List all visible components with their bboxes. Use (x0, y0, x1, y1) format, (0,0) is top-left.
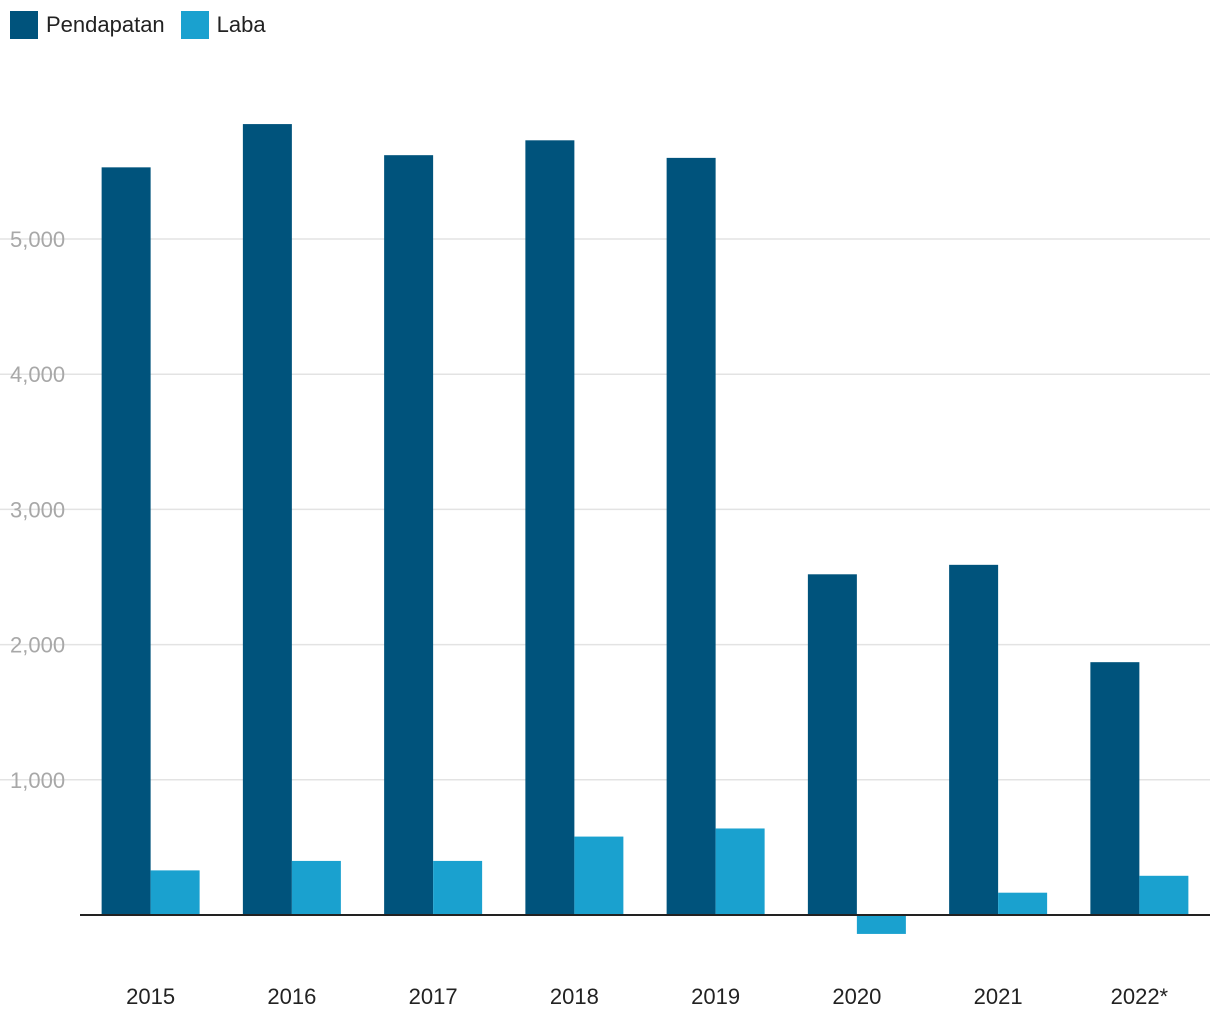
y-tick-label: 4,000 (10, 362, 65, 387)
bar-pendapatan-2016 (242, 124, 292, 915)
bar-pendapatan-2020 (807, 574, 857, 915)
bar-laba-2020 (856, 915, 906, 934)
bar-pendapatan-2019 (666, 157, 716, 915)
bar-laba-2019 (715, 828, 765, 915)
legend-label-pendapatan: Pendapatan (46, 12, 165, 37)
x-tick-label: 2020 (832, 984, 881, 1009)
x-tick-label: 2021 (974, 984, 1023, 1009)
legend-label-laba: Laba (216, 12, 266, 37)
legend-swatch-pendapatan (10, 11, 38, 39)
legend-swatch-laba (180, 11, 209, 39)
x-tick-label: 2018 (550, 984, 599, 1009)
x-tick-label: 2022* (1111, 984, 1169, 1009)
y-tick-label: 3,000 (10, 497, 65, 522)
bar-laba-2016 (291, 860, 341, 915)
bar-laba-2017 (433, 860, 483, 915)
bar-laba-2021 (998, 892, 1048, 915)
bar-pendapatan-2015 (101, 167, 151, 915)
bar-pendapatan-2022 (1090, 662, 1140, 915)
bar-laba-2022 (1139, 875, 1189, 915)
x-tick-label: 2016 (267, 984, 316, 1009)
bar-pendapatan-2018 (525, 140, 575, 915)
x-tick-label: 2015 (126, 984, 175, 1009)
x-tick-label: 2017 (409, 984, 458, 1009)
y-tick-label: 5,000 (10, 227, 65, 252)
legend-item-laba: Laba (180, 11, 266, 39)
legend: Pendapatan Laba (10, 11, 282, 39)
legend-item-pendapatan: Pendapatan (10, 11, 165, 39)
bar-pendapatan-2021 (949, 564, 999, 915)
y-tick-label: 2,000 (10, 633, 65, 658)
bar-laba-2015 (150, 870, 200, 915)
y-tick-label: 1,000 (10, 768, 65, 793)
bar-laba-2018 (574, 836, 624, 915)
bar-pendapatan-2017 (384, 155, 434, 915)
x-tick-label: 2019 (691, 984, 740, 1009)
